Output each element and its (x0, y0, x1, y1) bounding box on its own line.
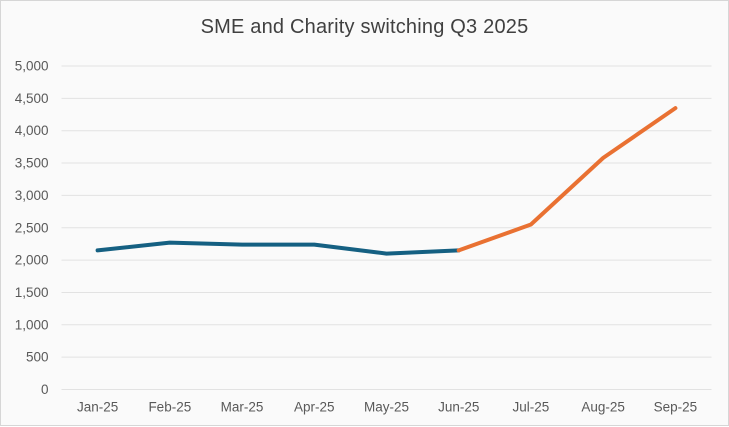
x-tick-label: Jan-25 (77, 400, 118, 415)
x-tick-label: Sep-25 (654, 400, 698, 415)
x-tick-label: Feb-25 (148, 400, 191, 415)
y-tick-label: 1,000 (15, 317, 49, 332)
y-tick-label: 4,500 (15, 91, 49, 106)
chart-title: SME and Charity switching Q3 2025 (200, 16, 529, 38)
x-tick-label: Jul-25 (513, 400, 550, 415)
x-tick-label: May-25 (364, 400, 409, 415)
y-tick-label: 1,500 (15, 285, 49, 300)
y-tick-label: 5,000 (15, 59, 49, 74)
series-line-segment-jan-to-jun (95, 240, 461, 256)
x-tick-label: Jun-25 (438, 400, 479, 415)
y-tick-label: 500 (26, 350, 49, 365)
y-tick-label: 0 (41, 382, 49, 397)
y-tick-label: 4,000 (15, 123, 49, 138)
y-tick-label: 3,500 (15, 156, 49, 171)
x-tick-label: Apr-25 (294, 400, 335, 415)
x-tick-label: Mar-25 (221, 400, 264, 415)
series-line-segment-jun-to-sep (456, 106, 678, 253)
y-tick-label: 2,500 (15, 220, 49, 235)
y-tick-label: 2,000 (15, 253, 49, 268)
y-tick-label: 3,000 (15, 188, 49, 203)
x-tick-label: Aug-25 (581, 400, 625, 415)
